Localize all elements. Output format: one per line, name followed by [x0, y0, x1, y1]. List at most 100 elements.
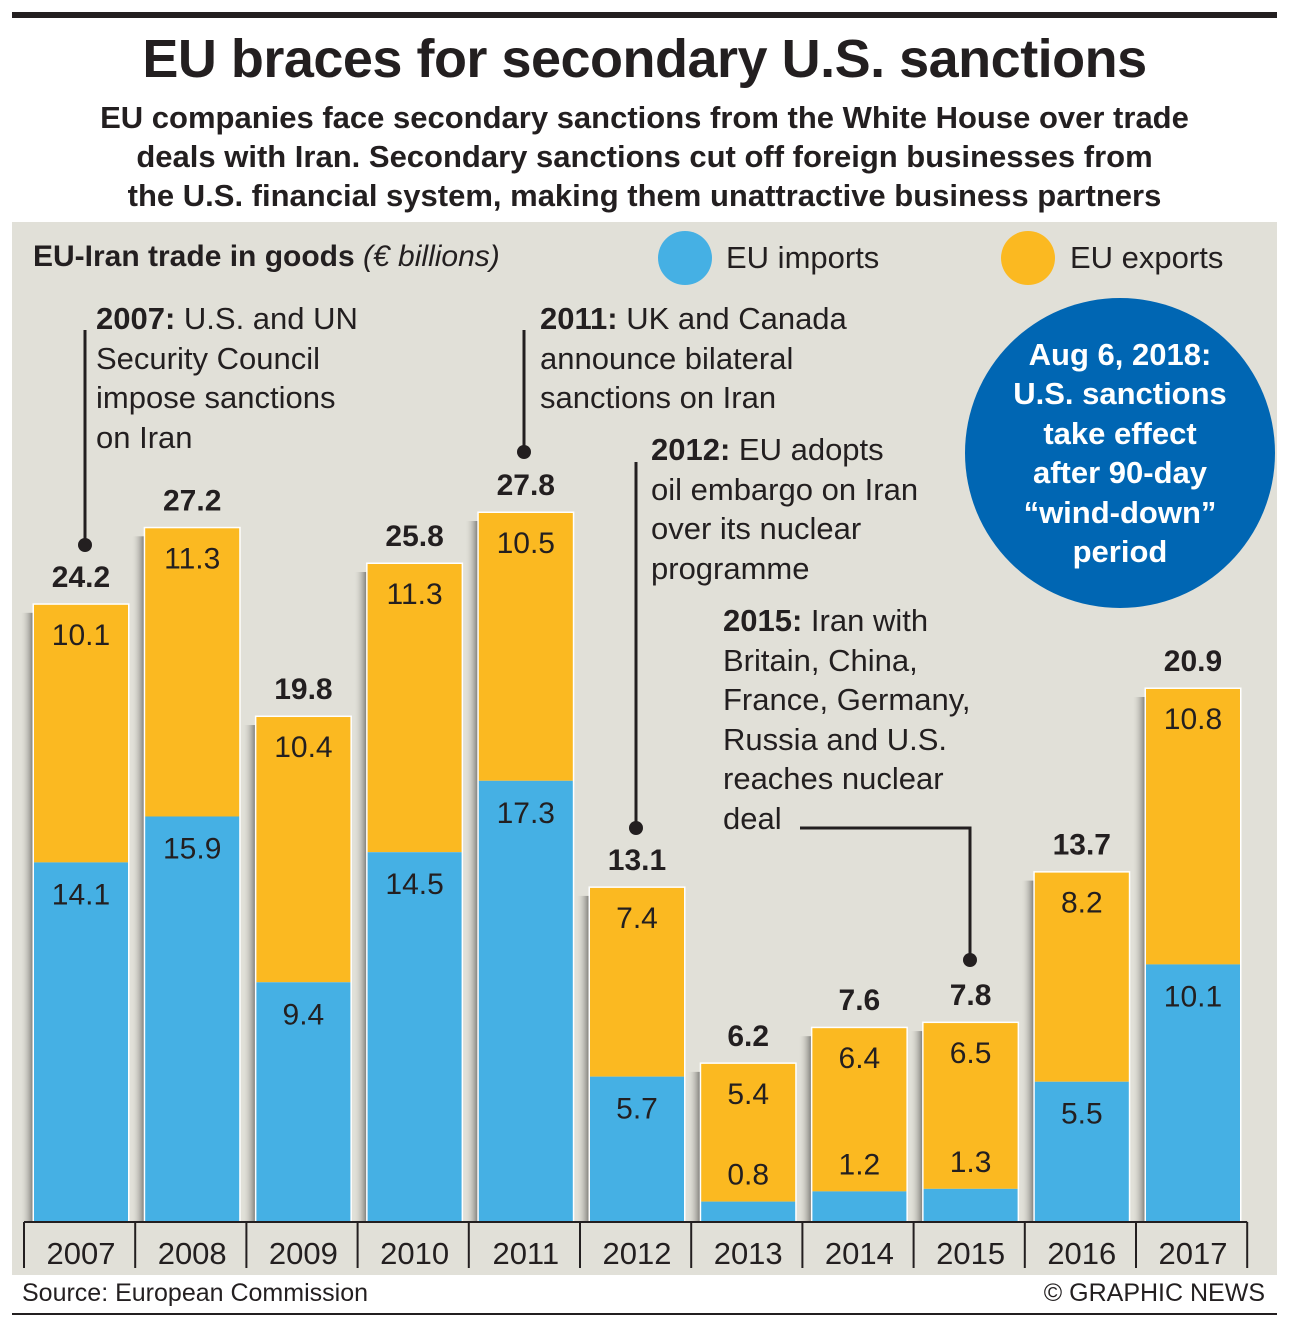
annotation-line: Russia and U.S. — [723, 721, 947, 757]
subtitle-line: the U.S. financial system, making them u… — [127, 178, 1162, 213]
imports-value-label: 14.1 — [52, 878, 110, 911]
total-label: 20.9 — [1164, 645, 1222, 678]
total-label: 6.2 — [727, 1020, 769, 1053]
bar-exports-2010 — [367, 564, 462, 853]
annotation-year: 2015: — [723, 603, 803, 638]
annotation-line: sanctions on Iran — [540, 380, 777, 415]
leader-2015 — [800, 826, 972, 960]
total-label: 7.8 — [950, 979, 992, 1012]
imports-value-label: 10.1 — [1164, 980, 1222, 1013]
exports-value-label: 6.5 — [950, 1037, 992, 1070]
total-label: 27.2 — [163, 484, 221, 517]
bar-exports-2012 — [590, 887, 684, 1077]
callout-line: take effect — [1043, 415, 1197, 451]
source-note: Source: European Commission — [22, 1279, 368, 1307]
annotation-line: announce bilateral — [540, 340, 794, 376]
subtitle-line: deals with Iran. Secondary sanctions cut… — [136, 139, 1153, 174]
x-tick-label: 2015 — [936, 1236, 1005, 1271]
x-tick-label: 2010 — [380, 1236, 449, 1271]
imports-value-label: 1.3 — [950, 1146, 992, 1179]
annotation-line: UK and Canada — [617, 301, 847, 336]
bar-exports-2015 — [923, 1023, 1018, 1189]
x-tick-label: 2013 — [714, 1236, 783, 1271]
annotation-line: France, Germany, — [723, 682, 971, 717]
exports-value-label: 10.5 — [497, 527, 555, 560]
bar-shadow — [464, 521, 479, 1222]
bar-imports-2016 — [1034, 1081, 1129, 1222]
bar-shadow — [576, 895, 590, 1222]
annotation-2011: 2011: UK and Canada announce bilateral s… — [540, 299, 847, 418]
bar-imports-2008 — [145, 816, 240, 1222]
bar-imports-2007 — [34, 862, 128, 1222]
legend-imports-swatch — [658, 231, 712, 285]
annotation-line: deal — [723, 800, 782, 836]
x-tick-label: 2007 — [47, 1236, 116, 1271]
bar-exports-2013 — [701, 1063, 796, 1202]
exports-value-label: 10.8 — [1164, 703, 1222, 736]
imports-value-label: 1.2 — [839, 1148, 881, 1181]
x-tick-label: 2008 — [158, 1236, 227, 1271]
total-label: 7.6 — [839, 984, 881, 1017]
total-label: 27.8 — [497, 469, 555, 502]
imports-value-label: 15.9 — [163, 832, 221, 865]
annotation-2007: 2007: U.S. and UN Security Council impos… — [96, 299, 358, 457]
legend-imports-label: EU imports — [726, 240, 880, 275]
imports-value-label: 9.4 — [283, 998, 325, 1031]
chart-title-text: EU-Iran trade in goods — [33, 240, 355, 273]
annotation-line: EU adopts — [730, 432, 884, 467]
imports-value-label: 14.5 — [385, 868, 443, 901]
exports-value-label: 10.4 — [274, 731, 332, 764]
x-tick-label: 2016 — [1047, 1236, 1116, 1271]
legend-exports-swatch — [1001, 231, 1055, 285]
callout-line: period — [1072, 534, 1168, 569]
bar-shadow — [242, 725, 257, 1222]
top-rule — [12, 12, 1277, 18]
leader-dot — [963, 953, 977, 967]
total-label: 25.8 — [385, 520, 443, 553]
exports-value-label: 10.1 — [52, 619, 110, 652]
annotation-line: Security Council — [96, 340, 320, 376]
bar-exports-2017 — [1146, 688, 1240, 965]
bar-imports-2012 — [590, 1076, 684, 1222]
total-label: 13.1 — [608, 844, 666, 877]
callout-line: after 90-day — [1032, 455, 1207, 490]
bar-exports-2016 — [1034, 872, 1129, 1082]
bar-imports-2013 — [701, 1201, 796, 1222]
annotation-line: programme — [651, 550, 810, 586]
imports-value-label: 5.5 — [1061, 1098, 1103, 1131]
bar-shadow — [909, 1031, 924, 1222]
subtitle: EU companies face secondary sanctions fr… — [0, 98, 1289, 215]
annotation-line: impose sanctions — [96, 380, 336, 415]
leader-dot — [517, 445, 531, 459]
bar-shadow — [20, 612, 34, 1222]
total-label: 19.8 — [274, 673, 332, 706]
annotation-line: reaches nuclear — [723, 761, 944, 796]
total-label: 13.7 — [1053, 829, 1111, 862]
callout-line: Aug 6, 2018: — [1028, 336, 1212, 372]
subtitle-line: EU companies face secondary sanctions fr… — [100, 100, 1189, 135]
imports-value-label: 5.7 — [616, 1093, 658, 1126]
exports-value-label: 11.3 — [387, 578, 443, 611]
imports-value-label: 0.8 — [727, 1159, 769, 1192]
annotation-line: oil embargo on Iran — [651, 471, 919, 507]
bar-shadow — [353, 572, 368, 1222]
callout-line: U.S. sanctions — [1013, 376, 1227, 411]
x-tick-label: 2011 — [492, 1236, 559, 1271]
annotation-line: Britain, China, — [723, 642, 918, 678]
bar-exports-2007 — [34, 604, 128, 863]
bar-exports-2008 — [145, 528, 240, 817]
annotation-line: on Iran — [96, 419, 193, 455]
bar-shadow — [1132, 696, 1146, 1222]
x-tick-label: 2012 — [603, 1236, 672, 1271]
exports-value-label: 6.4 — [839, 1042, 881, 1075]
exports-value-label: 7.4 — [616, 902, 658, 935]
page-title: EU braces for secondary U.S. sanctions — [142, 29, 1147, 89]
bar-shadow — [798, 1036, 813, 1222]
exports-value-label: 11.3 — [164, 542, 220, 575]
total-label: 24.2 — [52, 561, 110, 594]
bar-imports-2010 — [367, 852, 462, 1222]
annotation-year: 2007: — [96, 301, 176, 336]
exports-value-label: 8.2 — [1061, 887, 1103, 920]
sanctions-callout: Aug 6, 2018: U.S. sanctions take effect … — [965, 298, 1275, 608]
annotation-2012: 2012: EU adopts oil embargo on Iran over… — [651, 430, 918, 588]
